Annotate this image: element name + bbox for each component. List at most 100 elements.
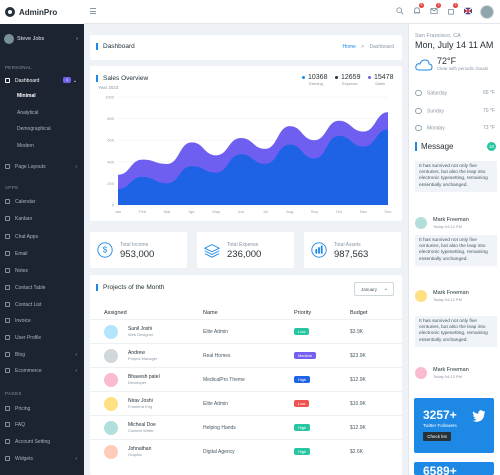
sidebar-item-label: Chat Apps bbox=[15, 233, 39, 240]
email-icon bbox=[5, 251, 10, 256]
message-author-name: Mark Freeman bbox=[433, 217, 469, 223]
sidebar-item-calendar[interactable]: Calendar bbox=[0, 196, 84, 207]
message-time: Today 04:12 PM bbox=[433, 297, 462, 302]
sidebar-item-kanban[interactable]: Kanban bbox=[0, 213, 84, 224]
sidebar-item-widgets[interactable]: Widgets › bbox=[0, 453, 84, 464]
sidebar-item-chat-apps[interactable]: Chat Apps bbox=[0, 231, 84, 242]
twitter-label: Twitter Followers bbox=[423, 423, 457, 428]
notification-bell-button[interactable]: 5 bbox=[413, 3, 424, 15]
cart-icon bbox=[5, 368, 10, 373]
sales-year: Year 2023 bbox=[98, 85, 119, 90]
month-select-value: January bbox=[361, 287, 378, 292]
message-author[interactable]: Mark Freeman Today 04:12 PM bbox=[415, 365, 497, 385]
sidebar-item-contact-list[interactable]: Contact List bbox=[0, 299, 84, 310]
x-tick-label: May bbox=[212, 209, 220, 214]
sidebar-item-label: Invoice bbox=[15, 317, 31, 324]
pricing-icon bbox=[5, 406, 10, 411]
table-row[interactable]: Andrew Project Manager Real Homes Medium… bbox=[90, 343, 402, 367]
chevron-right-icon: › bbox=[76, 36, 78, 42]
month-select[interactable]: January ⌄ bbox=[354, 282, 394, 296]
sidebar-item-label: Calendar bbox=[15, 198, 36, 205]
column-header-assigned: Assigned bbox=[104, 310, 127, 316]
sidebar-item-email[interactable]: Email bbox=[0, 248, 84, 259]
list-icon bbox=[5, 302, 10, 307]
sidebar-item-contact-table[interactable]: Contact Table bbox=[0, 282, 84, 293]
page-header: Dashboard Home > Dashboard bbox=[90, 35, 402, 60]
bell-icon bbox=[413, 7, 421, 14]
message-author[interactable]: Mark Freeman Today 04:12 PM bbox=[415, 288, 497, 308]
forecast-day: Sunday 70 °F bbox=[415, 108, 495, 114]
topbar: 5 3 3 bbox=[84, 0, 500, 24]
priority-badge: Low bbox=[294, 400, 310, 407]
project-name: Helping Hands bbox=[203, 425, 236, 431]
sidebar-subitem-modern[interactable]: Modern bbox=[17, 143, 34, 149]
avatar bbox=[104, 445, 118, 459]
table-row[interactable]: Micheal Doe Content Writer Helping Hands… bbox=[90, 415, 402, 439]
logo-area[interactable]: AdminPro bbox=[0, 0, 84, 24]
column-header-budget: Budget bbox=[350, 310, 368, 316]
sales-overview-card: Sales Overview Year 2023 10368 Earning 1… bbox=[90, 66, 402, 221]
kanban-icon bbox=[5, 216, 10, 221]
messages-title: Message bbox=[415, 142, 453, 151]
section-apps: APPS bbox=[5, 185, 19, 190]
kpi-total-income: $ Total Income 953,000 bbox=[90, 232, 187, 268]
weather-date: Mon, July 14 11 AM bbox=[415, 40, 494, 50]
sidebar-item-dashboard[interactable]: Dashboard 4 ⌄ bbox=[0, 75, 84, 86]
stat-value: 12659 bbox=[341, 74, 361, 81]
sidebar-subitem-demographical[interactable]: Demographical bbox=[17, 126, 51, 132]
x-tick-label: Jan bbox=[115, 209, 121, 214]
user-avatar[interactable] bbox=[480, 5, 494, 19]
assignee-role: Content Writer bbox=[128, 428, 154, 433]
sidebar-subitem-minimal[interactable]: Minimal bbox=[17, 93, 36, 99]
sidebar-item-account-setting[interactable]: Account Setting bbox=[0, 436, 84, 447]
section-pages: PAGES bbox=[5, 391, 22, 396]
cart-button[interactable]: 3 bbox=[447, 3, 458, 15]
project-name: Elite Admin bbox=[203, 401, 229, 407]
forecast-day-name: Monday bbox=[427, 125, 445, 132]
chevron-right-icon: › bbox=[75, 163, 77, 170]
cloud-icon bbox=[415, 108, 422, 114]
user-icon bbox=[5, 335, 10, 340]
twitter-card-2: 6589+ bbox=[414, 462, 494, 475]
table-row[interactable]: Sunil Joshi Web Designer Elite Admin Low… bbox=[90, 319, 402, 343]
section-personal: PERSONAL bbox=[5, 65, 32, 70]
kpi-total-expense: Total Expense 236,000 bbox=[197, 232, 294, 268]
page-title: Dashboard bbox=[96, 43, 135, 50]
sidebar-item-blog[interactable]: Blog › bbox=[0, 349, 84, 360]
sidebar-item-user-profile[interactable]: User Profile bbox=[0, 332, 84, 343]
messages-button[interactable]: 3 bbox=[430, 3, 441, 15]
cart-icon bbox=[448, 9, 454, 15]
sidebar-subitem-analytical[interactable]: Analytical bbox=[17, 110, 39, 116]
legend-dot bbox=[302, 75, 305, 79]
sidebar-item-pricing[interactable]: Pricing bbox=[0, 403, 84, 414]
sidebar: Steve Jobs › PERSONAL Dashboard 4 ⌄ Mini… bbox=[0, 24, 84, 475]
x-tick-label: Feb bbox=[139, 209, 147, 214]
budget-value: $3.9K bbox=[350, 329, 364, 335]
sidebar-item-notes[interactable]: Notes bbox=[0, 265, 84, 276]
assignee-name: Sunil Joshi bbox=[128, 326, 153, 332]
table-row[interactable]: Nirav Joshi Frontend Eng Elite Admin Low… bbox=[90, 391, 402, 415]
breadcrumb: Home > Dashboard bbox=[342, 44, 394, 50]
budget-value: $10.9K bbox=[350, 401, 366, 407]
sidebar-profile[interactable]: Steve Jobs › bbox=[0, 30, 84, 48]
sidebar-item-invoice[interactable]: Invoice bbox=[0, 315, 84, 326]
avatar bbox=[104, 421, 118, 435]
search-icon[interactable] bbox=[396, 7, 404, 15]
sidebar-item-faq[interactable]: FAQ bbox=[0, 419, 84, 430]
settings-icon bbox=[5, 439, 10, 444]
logo-icon bbox=[5, 7, 15, 17]
sidebar-item-page-layouts[interactable]: Page Layouts › bbox=[0, 161, 84, 172]
breadcrumb-home[interactable]: Home bbox=[342, 44, 356, 50]
sidebar-item-label: Page Layouts bbox=[15, 163, 46, 170]
flag-icon[interactable] bbox=[464, 7, 472, 15]
message-author[interactable]: Mark Freeman Today 04:12 PM bbox=[415, 215, 497, 235]
sidebar-item-ecommerce[interactable]: Ecommerce › bbox=[0, 365, 84, 376]
x-tick-label: Dec bbox=[384, 209, 391, 214]
table-row[interactable]: Bhavesh patel Developer MedicalPro Theme… bbox=[90, 367, 402, 391]
menu-toggle-icon[interactable] bbox=[90, 8, 96, 14]
table-row[interactable]: Johnathan Graphic Digital Agency High $2… bbox=[90, 439, 402, 463]
sidebar-item-label: Notes bbox=[15, 267, 29, 274]
check-list-button[interactable]: Check list bbox=[423, 432, 451, 441]
message-author-name: Mark Freeman bbox=[433, 290, 469, 296]
